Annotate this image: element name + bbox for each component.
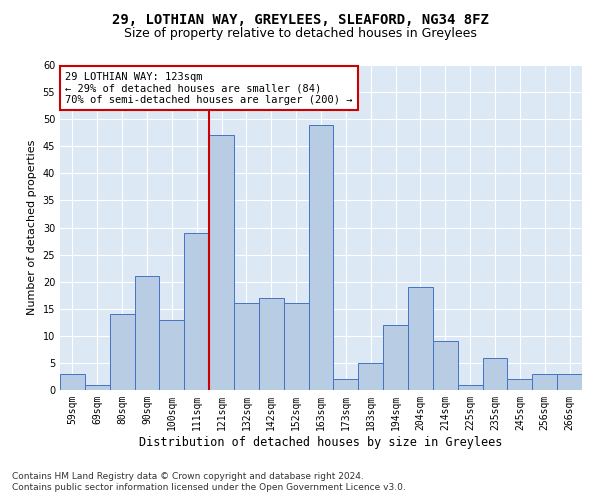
Bar	[234, 304, 259, 390]
Text: Size of property relative to detached houses in Greylees: Size of property relative to detached ho…	[124, 28, 476, 40]
Bar	[532, 374, 557, 390]
Bar	[85, 384, 110, 390]
Bar	[134, 276, 160, 390]
Bar	[160, 320, 184, 390]
Bar	[284, 304, 308, 390]
Bar	[334, 379, 358, 390]
Bar	[508, 379, 532, 390]
Y-axis label: Number of detached properties: Number of detached properties	[27, 140, 37, 315]
Bar	[259, 298, 284, 390]
Bar	[458, 384, 482, 390]
Bar	[433, 341, 458, 390]
Bar	[557, 374, 582, 390]
Bar	[408, 287, 433, 390]
Text: 29, LOTHIAN WAY, GREYLEES, SLEAFORD, NG34 8FZ: 29, LOTHIAN WAY, GREYLEES, SLEAFORD, NG3…	[112, 12, 488, 26]
Bar	[110, 314, 134, 390]
Bar	[184, 233, 209, 390]
Bar	[209, 136, 234, 390]
Text: 29 LOTHIAN WAY: 123sqm
← 29% of detached houses are smaller (84)
70% of semi-det: 29 LOTHIAN WAY: 123sqm ← 29% of detached…	[65, 72, 353, 104]
Bar	[358, 363, 383, 390]
Bar	[60, 374, 85, 390]
Bar	[383, 325, 408, 390]
Bar	[308, 124, 334, 390]
X-axis label: Distribution of detached houses by size in Greylees: Distribution of detached houses by size …	[139, 436, 503, 448]
Bar	[482, 358, 508, 390]
Text: Contains HM Land Registry data © Crown copyright and database right 2024.: Contains HM Land Registry data © Crown c…	[12, 472, 364, 481]
Text: Contains public sector information licensed under the Open Government Licence v3: Contains public sector information licen…	[12, 484, 406, 492]
